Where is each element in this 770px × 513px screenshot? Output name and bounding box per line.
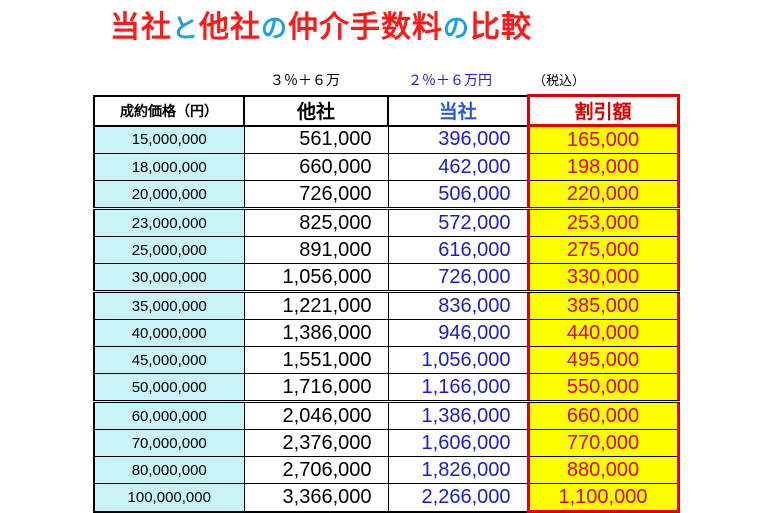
price-cell: 80,000,000 (93, 456, 245, 484)
discount-cell: 275,000 (526, 236, 680, 264)
our-fee-cell: 1,826,000 (387, 456, 529, 484)
other-fee-cell: 1,056,000 (243, 263, 389, 292)
header-price: 成約価格（円） (93, 94, 245, 127)
other-rate-label: ３％＋６万 (270, 73, 340, 89)
price-cell: 100,000,000 (93, 483, 245, 513)
price-cell: 20,000,000 (93, 180, 245, 209)
other-fee-cell: 2,376,000 (243, 429, 389, 457)
discount-cell: 165,000 (526, 125, 680, 154)
other-fee-cell: 891,000 (243, 236, 389, 264)
other-fee-cell: 1,551,000 (243, 346, 389, 374)
table-row: 80,000,000 2,706,000 1,826,000 880,000 (93, 456, 680, 484)
price-cell: 50,000,000 (93, 373, 245, 402)
other-fee-cell: 1,716,000 (243, 373, 389, 402)
price-cell: 45,000,000 (93, 346, 245, 374)
table-header-row: 成約価格（円） 他社 当社 割引額 (93, 94, 680, 127)
price-cell: 40,000,000 (93, 319, 245, 347)
title-ours: 当社 (110, 10, 172, 45)
price-cell: 30,000,000 (93, 263, 245, 292)
discount-cell: 330,000 (526, 263, 680, 292)
table-row: 20,000,000 726,000 506,000 220,000 (93, 180, 680, 209)
table-row: 60,000,000 2,046,000 1,386,000 660,000 (93, 400, 680, 430)
price-cell: 25,000,000 (93, 236, 245, 264)
discount-cell: 440,000 (526, 319, 680, 347)
our-fee-cell: 506,000 (387, 180, 529, 209)
fee-comparison-table: 成約価格（円） 他社 当社 割引額 15,000,000 561,000 396,0… (93, 94, 680, 513)
discount-cell: 770,000 (526, 429, 680, 457)
table-row: 100,000,000 3,366,000 2,266,000 1,100,000 (93, 483, 680, 513)
discount-cell: 198,000 (526, 153, 680, 181)
other-fee-cell: 825,000 (243, 207, 389, 237)
price-cell: 60,000,000 (93, 400, 245, 430)
other-fee-cell: 2,046,000 (243, 400, 389, 430)
table-row: 18,000,000 660,000 462,000 198,000 (93, 153, 680, 181)
tax-note: （税込） (533, 74, 586, 89)
price-cell: 35,000,000 (93, 290, 245, 320)
our-fee-cell: 1,606,000 (387, 429, 529, 457)
other-fee-cell: 561,000 (243, 125, 389, 154)
our-fee-cell: 726,000 (387, 263, 529, 292)
discount-cell: 1,100,000 (526, 483, 680, 513)
our-fee-cell: 462,000 (387, 153, 529, 181)
other-fee-cell: 726,000 (243, 180, 389, 209)
other-fee-cell: 1,221,000 (243, 290, 389, 320)
title-other: 他社 (199, 10, 262, 45)
our-fee-cell: 1,166,000 (387, 373, 529, 402)
table-row: 40,000,000 1,386,000 946,000 440,000 (93, 319, 680, 347)
table-row: 70,000,000 2,376,000 1,606,000 770,000 (93, 429, 680, 457)
title-no-2: の (443, 14, 471, 44)
our-fee-cell: 1,056,000 (387, 346, 529, 374)
title-to: と (172, 14, 200, 44)
discount-cell: 220,000 (526, 180, 680, 209)
header-other: 他社 (243, 94, 389, 127)
discount-cell: 550,000 (526, 373, 680, 402)
price-cell: 70,000,000 (93, 429, 245, 457)
our-fee-cell: 836,000 (387, 290, 529, 320)
table-row: 45,000,000 1,551,000 1,056,000 495,000 (93, 346, 680, 374)
price-cell: 15,000,000 (93, 125, 245, 154)
table-row: 50,000,000 1,716,000 1,166,000 550,000 (93, 373, 680, 402)
discount-cell: 660,000 (526, 400, 680, 430)
table-row: 30,000,000 1,056,000 726,000 330,000 (93, 263, 680, 292)
our-fee-cell: 1,386,000 (387, 400, 529, 430)
table-row: 23,000,000 825,000 572,000 253,000 (93, 207, 680, 237)
discount-cell: 495,000 (526, 346, 680, 374)
table-row: 15,000,000 561,000 396,000 165,000 (93, 125, 680, 154)
discount-cell: 880,000 (526, 456, 680, 484)
table-row: 25,000,000 891,000 616,000 275,000 (93, 236, 680, 264)
title-no-1: の (261, 14, 289, 44)
discount-cell: 253,000 (526, 207, 680, 237)
other-fee-cell: 1,386,000 (243, 319, 389, 347)
discount-cell: 385,000 (526, 290, 680, 320)
title-compare: 比較 (470, 10, 533, 45)
header-discount: 割引額 (526, 94, 680, 127)
our-fee-cell: 2,266,000 (387, 483, 529, 513)
table-row: 35,000,000 1,221,000 836,000 385,000 (93, 290, 680, 320)
price-cell: 18,000,000 (93, 153, 245, 181)
other-fee-cell: 660,000 (243, 153, 389, 181)
page-title: 当社と他社の仲介手数料の比較 (110, 2, 532, 46)
header-ours: 当社 (387, 94, 529, 127)
our-fee-cell: 616,000 (387, 236, 529, 264)
other-fee-cell: 2,706,000 (243, 456, 389, 484)
our-rate-label: ２％＋６万円 (408, 73, 492, 89)
price-cell: 23,000,000 (93, 207, 245, 237)
our-fee-cell: 396,000 (387, 125, 529, 154)
our-fee-cell: 572,000 (387, 207, 529, 237)
title-fee: 仲介手数料 (288, 10, 444, 45)
other-fee-cell: 3,366,000 (243, 483, 389, 513)
our-fee-cell: 946,000 (387, 319, 529, 347)
